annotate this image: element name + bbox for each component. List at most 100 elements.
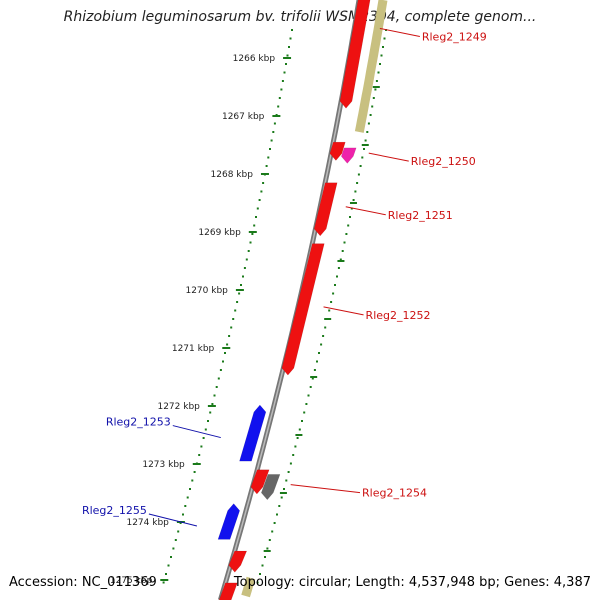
scale-rail-right-dot (328, 309, 331, 312)
gene-label-g1252[interactable]: Rleg2_1252 (366, 309, 431, 322)
scale-rail-left-dot (243, 267, 246, 269)
scale-rail-right-dot (305, 403, 308, 405)
backbone-line (218, 0, 362, 600)
scale-rail-left-dot (267, 156, 270, 159)
gene-g1253[interactable] (239, 404, 267, 462)
gene-label-g1254[interactable]: Rleg2_1254 (362, 487, 427, 500)
gene-g1257[interactable] (216, 582, 238, 600)
gene-g1249[interactable] (339, 0, 378, 109)
scale-rail-left-dot (209, 411, 212, 414)
scale-rail-right-dot (256, 581, 259, 584)
scale-rail-right-dot (382, 46, 384, 48)
scale-rail-right-dot (320, 343, 323, 346)
scale-rail-left-dot (273, 122, 276, 125)
scale-rail-right-dot (374, 88, 377, 91)
scale-rail-left-dot (204, 428, 207, 431)
scale-rail-right-dot (337, 267, 340, 269)
gene-g1250[interactable] (341, 147, 357, 164)
scale-rail-left-dot (200, 445, 203, 448)
feature-band-layer (241, 0, 388, 598)
scale-rail-left-dot (217, 377, 220, 380)
scale-rail-right-dot (343, 241, 346, 244)
scale-rail-right-dot (303, 411, 306, 414)
scale-rail-right-dot (316, 360, 318, 363)
scale-rail-right-dot (377, 71, 380, 74)
scale-rail-left-dot (215, 386, 218, 388)
scale-tick-label: 1269 kbp (198, 228, 241, 238)
scale-rail-left-dot (198, 454, 201, 456)
scale-rail-right-dot (283, 488, 285, 490)
scale-rail-right-dot (352, 199, 355, 201)
scale-rail-left-dot (232, 318, 235, 320)
scale-rail-left-dot (283, 71, 286, 74)
scale-rail-left-dot (226, 343, 229, 346)
gene-label-leader (323, 306, 364, 316)
scale-rail-left-dot (228, 335, 231, 337)
gene-g1250a[interactable] (329, 141, 346, 161)
scale-rail-right-dot (371, 105, 374, 108)
scale-rail-right-dot (278, 505, 281, 507)
scale-rail-right-dot (276, 513, 278, 516)
scale-rail-left-dot (174, 539, 177, 541)
scale-rail-right-dot (285, 479, 288, 482)
scale-track: 1266 kbp 1267 kbp 1268 kbp 1269 kbp 1270 kbp… (110, 29, 387, 586)
scale-rail-left-dot (189, 488, 191, 490)
gene-label-g1255[interactable]: Rleg2_1255 (82, 504, 147, 517)
scale-rail-right-dot (349, 216, 351, 218)
backbone-highlight (219, 0, 360, 600)
scale-rail-right-dot (298, 428, 301, 431)
accession-text: Accession: NC_011369 (9, 575, 157, 590)
scale-rail-left-dot (270, 139, 273, 142)
scale-rail-right-dot (372, 97, 375, 99)
gene-label-leader (345, 206, 386, 216)
scale-rail-left-dot (236, 301, 239, 303)
scale-rail-left-dot (224, 352, 226, 354)
gene-label-g1251[interactable]: Rleg2_1251 (388, 209, 453, 222)
scale-rail-left-dot (213, 394, 216, 397)
scale-rail-right-dot (309, 386, 312, 388)
scale-tick-label: 1275 kbp (110, 576, 153, 586)
scale-rail-right-dot (361, 156, 364, 159)
scale-rail-right-dot (359, 165, 362, 167)
scale-rail-right-dot (364, 139, 367, 142)
scale-rail-left-dot (240, 284, 242, 286)
scale-rail-left-dot (291, 29, 293, 31)
scale-rail-right-dot (264, 556, 266, 558)
scale-rail-left-dot (162, 581, 165, 584)
scale-rail-right-dot (271, 530, 274, 533)
scale-rail-left-dot (170, 556, 172, 558)
scale-rail-left-dot (191, 479, 194, 482)
scale-rail-right-dot (311, 377, 314, 380)
scale-rail-right-dot (375, 80, 378, 82)
gene-g1252[interactable] (281, 243, 325, 376)
gene-label-g1249[interactable]: Rleg2_1249 (422, 30, 487, 43)
gene-g1251[interactable] (313, 182, 338, 237)
scale-rail-right-dot (259, 573, 261, 575)
scale-rail-left-dot (238, 292, 241, 295)
scale-rail-left-dot (280, 88, 283, 91)
gene-g1254[interactable] (261, 474, 281, 501)
scale-rail-right-dot (339, 258, 342, 261)
scale-rail-right-dot (324, 326, 327, 329)
scale-rail-left-dot (262, 182, 265, 184)
gene-g1256[interactable] (228, 550, 248, 573)
gene-label-g1253[interactable]: Rleg2_1253 (106, 416, 171, 429)
scale-rail-right-dot (313, 369, 316, 371)
scale-rail-right-dot (341, 250, 344, 252)
scale-rail-left-dot (256, 207, 259, 210)
scale-rail-left-dot (285, 63, 287, 65)
gene-g1254a[interactable] (250, 469, 270, 495)
scale-rail-right-dot (347, 224, 350, 227)
gene-label-leader (148, 513, 198, 527)
scale-rail-left-dot (278, 97, 281, 99)
scale-rail-left-dot (249, 241, 252, 244)
scale-rail-left-dot (177, 530, 180, 533)
gene-g1255[interactable] (217, 503, 240, 540)
gene-label-g1250[interactable]: Rleg2_1250 (411, 155, 476, 168)
scale-rail-right-dot (273, 522, 276, 524)
scale-rail-right-dot (356, 182, 359, 184)
map-footer: Accession: NC_011369 Topology: circular;… (9, 575, 591, 593)
scale-rail-left-dot (222, 360, 224, 363)
scale-rail-left-dot (251, 233, 254, 235)
